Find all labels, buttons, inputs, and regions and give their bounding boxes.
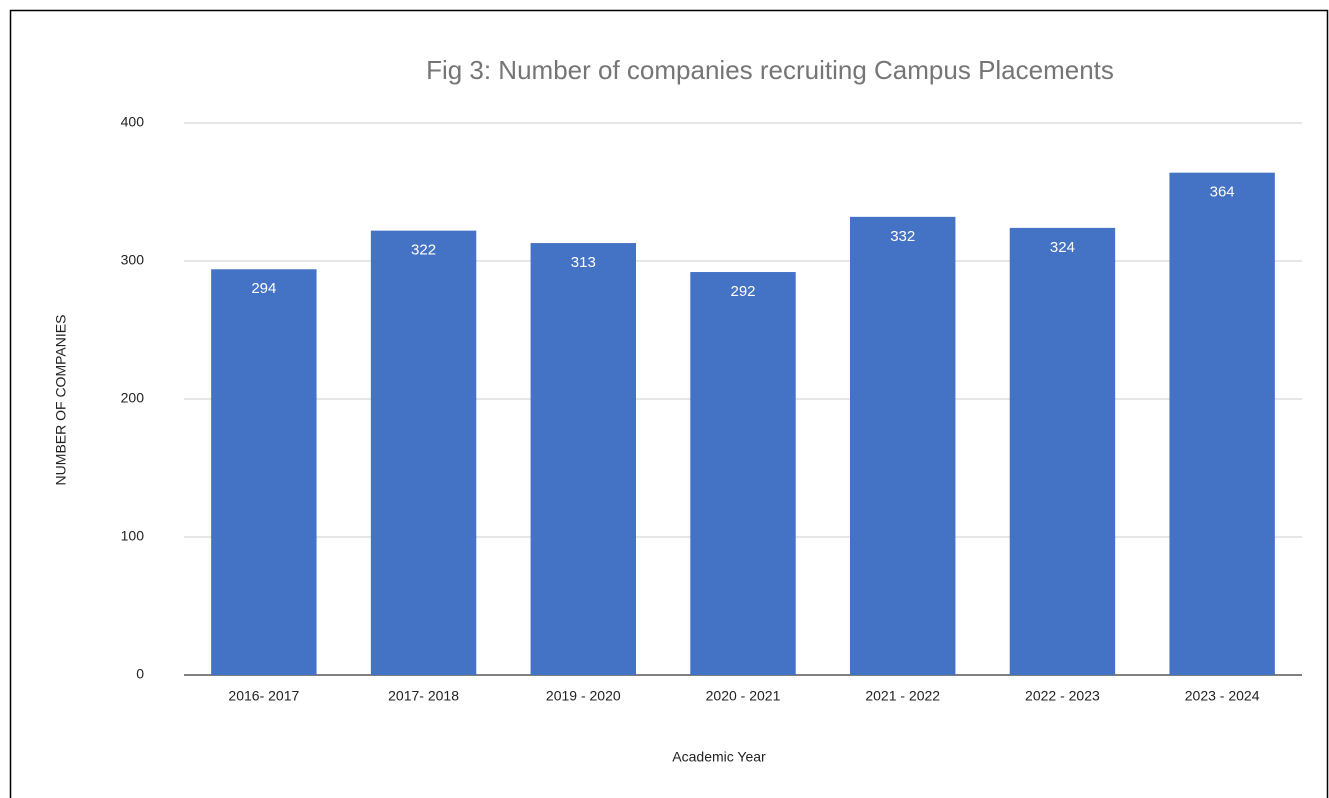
data-label: 332 <box>890 228 915 245</box>
bar <box>211 269 317 675</box>
x-tick-label: 2019 - 2020 <box>546 688 621 704</box>
bar <box>1169 172 1275 675</box>
y-tick-label: 400 <box>121 114 145 130</box>
bar <box>850 216 956 675</box>
x-tick-label: 2021 - 2022 <box>865 688 940 704</box>
x-axis-label: Academic Year <box>672 749 766 765</box>
y-tick-label: 300 <box>121 252 145 268</box>
y-axis-label: NUMBER OF COMPANIES <box>53 315 69 486</box>
data-label: 292 <box>730 283 755 300</box>
x-tick-label: 2016- 2017 <box>228 688 299 704</box>
x-tick-label: 2022 - 2023 <box>1025 688 1100 704</box>
data-label: 364 <box>1210 184 1235 201</box>
x-tick-label: 2017- 2018 <box>388 688 459 704</box>
bar <box>1009 227 1116 675</box>
x-tick-label: 2023 - 2024 <box>1185 688 1260 704</box>
data-label: 294 <box>251 280 276 297</box>
chart-title: Fig 3: Number of companies recruiting Ca… <box>426 55 1114 85</box>
bar <box>530 243 636 675</box>
data-label: 324 <box>1050 239 1075 256</box>
data-label: 313 <box>571 254 596 271</box>
x-tick-label: 2020 - 2021 <box>706 688 781 704</box>
y-tick-label: 200 <box>121 390 145 406</box>
bar <box>370 230 477 675</box>
frame <box>9 9 1329 798</box>
y-tick-label: 0 <box>136 666 144 682</box>
bar <box>690 272 796 675</box>
data-label: 322 <box>411 242 436 259</box>
y-tick-label: 100 <box>121 528 145 544</box>
